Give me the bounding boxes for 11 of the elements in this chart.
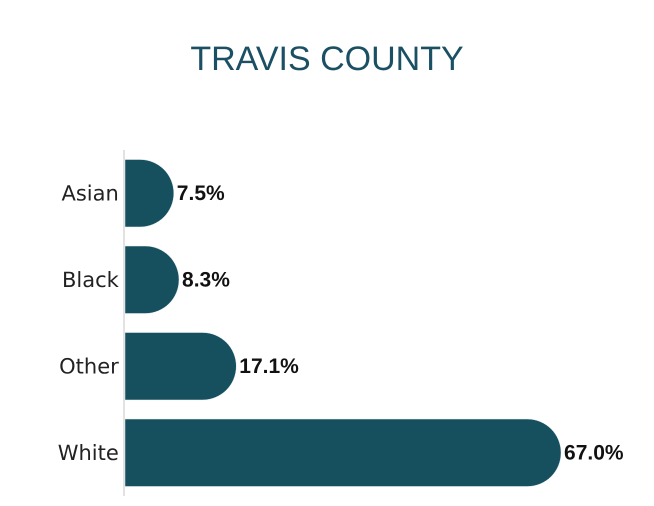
chart-title: TRAVIS COUNTY [190, 40, 464, 78]
data-label: 17.1% [239, 354, 300, 378]
y-tick-label: White [58, 441, 119, 466]
data-label: 7.5% [176, 182, 226, 205]
y-tick-label: Black [62, 268, 120, 292]
bar [125, 332, 237, 400]
data-label: 67.0% [564, 441, 624, 464]
y-tick-label: Other [59, 354, 120, 379]
bar [125, 418, 562, 487]
y-tick-label: Asian [61, 182, 119, 206]
data-label: 8.3% [182, 268, 230, 292]
